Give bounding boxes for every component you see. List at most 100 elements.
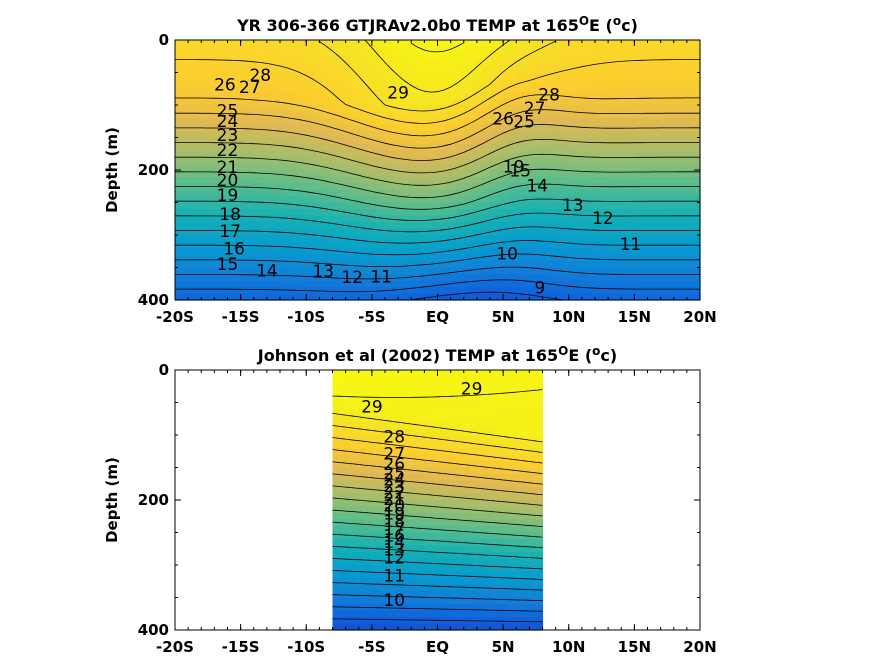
heatmap-cell: [353, 617, 358, 625]
heatmap-cell: [358, 280, 369, 288]
heatmap-cell: [665, 92, 675, 100]
heatmap-cell: [490, 293, 500, 301]
heatmap-cell: [560, 228, 570, 236]
heatmap-cell: [586, 241, 596, 249]
heatmap-cell: [483, 396, 488, 404]
heatmap-cell: [647, 254, 657, 262]
heatmap-cell: [374, 428, 379, 436]
heatmap-cell: [420, 474, 425, 482]
heatmap-cell: [490, 428, 495, 436]
heatmap-cell: [533, 40, 544, 48]
heatmap-cell: [402, 519, 407, 527]
heatmap-cell: [427, 487, 432, 495]
heatmap-cell: [374, 493, 379, 501]
heatmap-cell: [192, 66, 202, 74]
heatmap-cell: [210, 215, 220, 223]
heatmap-cell: [245, 124, 255, 132]
heatmap-cell: [227, 235, 237, 243]
heatmap-cell: [395, 506, 400, 514]
heatmap-cell: [665, 105, 675, 113]
heatmap-cell: [271, 59, 281, 67]
heatmap-cell: [262, 202, 272, 210]
heatmap-cell: [427, 422, 432, 430]
heatmap-cell: [271, 274, 281, 282]
heatmap-cell: [374, 532, 379, 540]
heatmap-cell: [409, 441, 414, 449]
heatmap-cell: [210, 98, 220, 106]
heatmap-cell: [236, 79, 246, 87]
heatmap-cell: [385, 293, 395, 301]
heatmap-cell: [336, 571, 341, 579]
heatmap-cell: [253, 92, 264, 100]
heatmap-cell: [595, 163, 605, 171]
heatmap-cell: [511, 448, 516, 456]
heatmap-cell: [532, 389, 537, 397]
heatmap-cell: [551, 137, 561, 145]
heatmap-cell: [455, 422, 460, 430]
heatmap-cell: [434, 539, 439, 547]
heatmap-cell: [367, 448, 372, 456]
heatmap-cell: [525, 591, 530, 599]
heatmap-cell: [393, 53, 404, 61]
heatmap-cell: [420, 545, 425, 553]
heatmap-cell: [437, 267, 447, 275]
heatmap-cell: [332, 383, 337, 391]
heatmap-cell: [507, 157, 517, 165]
heatmap-cell: [381, 396, 386, 404]
heatmap-cell: [446, 85, 456, 93]
heatmap-cell: [346, 610, 351, 618]
heatmap-cell: [665, 170, 675, 178]
heatmap-cell: [603, 267, 614, 275]
heatmap-cell: [516, 131, 526, 139]
heatmap-cell: [472, 215, 482, 223]
heatmap-cell: [532, 428, 537, 436]
heatmap-cell: [525, 461, 530, 469]
heatmap-cell: [367, 79, 377, 87]
heatmap-cell: [332, 163, 342, 171]
heatmap-cell: [463, 111, 474, 119]
heatmap-cell: [455, 254, 465, 262]
heatmap-cell: [332, 513, 337, 521]
heatmap-cell: [402, 287, 412, 295]
heatmap-cell: [420, 209, 430, 217]
heatmap-cell: [218, 66, 229, 74]
heatmap-cell: [525, 402, 530, 410]
heatmap-cell: [332, 98, 342, 106]
heatmap-cell: [336, 415, 341, 423]
heatmap-cell: [253, 254, 264, 262]
heatmap-cell: [358, 254, 369, 262]
heatmap-cell: [441, 506, 446, 514]
heatmap-cell: [416, 448, 421, 456]
heatmap-cell: [532, 532, 537, 540]
heatmap-cell: [647, 228, 657, 236]
heatmap-cell: [350, 157, 360, 165]
heatmap-cell: [518, 513, 523, 521]
heatmap-cell: [323, 92, 334, 100]
heatmap-cell: [514, 422, 519, 430]
heatmap-cell: [577, 72, 587, 80]
heatmap-cell: [376, 72, 386, 80]
heatmap-cell: [399, 565, 404, 573]
heatmap-cell: [437, 189, 447, 197]
heatmap-cell: [218, 85, 229, 93]
heatmap-cell: [448, 591, 453, 599]
heatmap-cell: [568, 59, 579, 67]
heatmap-cell: [518, 591, 523, 599]
heatmap-cell: [416, 428, 421, 436]
heatmap-cell: [532, 578, 537, 586]
heatmap-cell: [336, 441, 341, 449]
heatmap-cell: [497, 409, 502, 417]
heatmap-cell: [455, 467, 460, 475]
heatmap-cell: [560, 124, 570, 132]
heatmap-cell: [385, 467, 390, 475]
heatmap-cell: [500, 591, 505, 599]
heatmap-cell: [346, 604, 351, 612]
heatmap-cell: [437, 72, 447, 80]
heatmap-cell: [288, 274, 299, 282]
heatmap-cell: [560, 98, 570, 106]
heatmap-cell: [455, 85, 465, 93]
heatmap-cell: [371, 591, 376, 599]
heatmap-cell: [210, 280, 220, 288]
heatmap-cell: [218, 137, 229, 145]
heatmap-cell: [376, 274, 386, 282]
